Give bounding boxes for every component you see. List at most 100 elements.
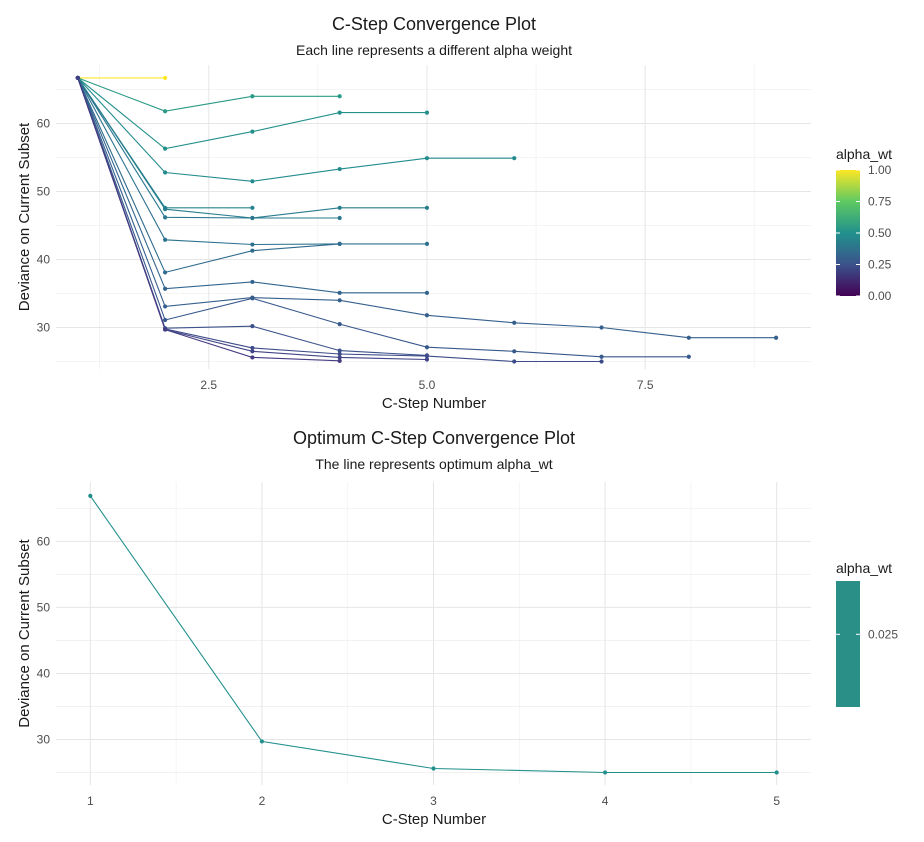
data-point [337, 290, 342, 295]
x-tick-label: 2.5 [200, 378, 217, 392]
data-point [163, 146, 168, 151]
data-point [250, 242, 255, 247]
series-line [77, 77, 689, 358]
colorbar-tick-label: 0.50 [868, 226, 892, 240]
x-axis-title: C-Step Number [382, 395, 486, 412]
data-point [250, 345, 255, 351]
data-point [424, 156, 430, 161]
data-point [512, 156, 517, 161]
data-point [337, 322, 342, 327]
data-point [250, 94, 255, 99]
chart-title: C-Step Convergence Plot [332, 14, 536, 34]
data-point [250, 248, 255, 253]
data-point [337, 110, 342, 115]
data-point [163, 215, 168, 220]
y-tick-label: 40 [37, 666, 51, 680]
data-point [250, 179, 255, 184]
data-point [163, 270, 168, 275]
data-point [163, 75, 168, 81]
series-line [77, 77, 340, 362]
data-point [424, 353, 430, 359]
data-point [599, 354, 604, 359]
gridlines [56, 482, 811, 785]
data-point [337, 215, 342, 221]
chart-title: Optimum C-Step Convergence Plot [293, 428, 575, 448]
data-point [163, 170, 168, 175]
y-axis-title: Deviance on Current Subset [16, 538, 33, 727]
data-point [512, 359, 517, 364]
data-point [250, 349, 255, 354]
data-point [686, 354, 691, 359]
data-point [250, 129, 255, 134]
data-point [163, 304, 168, 309]
colorbar-tick-label: 0.75 [868, 195, 892, 209]
data-point [773, 335, 779, 340]
series-line [77, 77, 340, 112]
data-point [431, 766, 436, 771]
colorbar-tick-label: 0.00 [868, 289, 892, 303]
data-point [424, 241, 430, 246]
series-points [88, 493, 779, 775]
data-point [163, 207, 168, 212]
series-line [77, 77, 515, 182]
chart-subtitle: The line represents optimum alpha_wt [315, 456, 552, 472]
colorbar [836, 581, 860, 707]
y-tick-label: 50 [37, 600, 51, 614]
x-axis-title: C-Step Number [382, 811, 486, 828]
y-axis-title: Deviance on Current Subset [16, 122, 33, 311]
x-tick-label: 3 [430, 794, 437, 808]
data-point [250, 355, 255, 360]
chart-subtitle: Each line represents a different alpha w… [296, 42, 572, 58]
y-tick-label: 40 [37, 253, 51, 267]
data-point [424, 313, 430, 318]
data-point [512, 320, 517, 325]
series-line [77, 77, 427, 219]
data-point [337, 351, 342, 357]
data-point [259, 739, 265, 744]
x-tick-label: 4 [602, 794, 609, 808]
x-tick-label: 7.5 [637, 378, 654, 392]
data-point [250, 215, 255, 221]
data-point [337, 355, 342, 360]
series-line [77, 77, 253, 209]
data-point [88, 493, 93, 498]
legend-title: alpha_wt [836, 146, 892, 162]
series-line [77, 77, 427, 294]
data-point [424, 110, 430, 115]
data-point [424, 205, 430, 210]
x-tick-label: 2 [259, 794, 266, 808]
y-tick-label: 60 [37, 116, 51, 130]
data-point [163, 237, 168, 242]
data-point [250, 205, 255, 210]
data-point [163, 317, 168, 323]
y-tick-label: 60 [37, 534, 51, 548]
legend-title: alpha_wt [836, 560, 892, 576]
convergence-chart: C-Step Convergence Plot Each line represe… [16, 14, 892, 412]
colorbar-tick-label: 0.025 [868, 627, 898, 641]
data-point [250, 324, 255, 329]
data-point [75, 75, 80, 81]
y-tick-label: 50 [37, 184, 51, 198]
data-point [424, 357, 430, 362]
series-points [75, 75, 779, 364]
data-point [163, 109, 168, 114]
gridlines [56, 65, 811, 369]
data-point [337, 166, 342, 172]
data-point [602, 770, 608, 775]
series-line [77, 77, 340, 274]
data-point [337, 358, 342, 363]
data-point [337, 298, 342, 303]
colorbar-tick-label: 1.00 [868, 163, 892, 177]
data-point [599, 359, 604, 364]
colorbar-tick-label: 0.25 [868, 258, 892, 272]
data-point [599, 325, 604, 330]
optimum-convergence-chart: Optimum C-Step Convergence Plot The line … [16, 428, 898, 828]
data-point [337, 348, 342, 353]
data-point [424, 290, 430, 295]
data-point [337, 94, 342, 99]
x-tick-label: 1 [87, 794, 94, 808]
y-tick-label: 30 [37, 732, 51, 746]
data-point [163, 327, 168, 332]
y-tick-label: 30 [37, 321, 51, 335]
x-tick-label: 5.0 [419, 378, 436, 392]
